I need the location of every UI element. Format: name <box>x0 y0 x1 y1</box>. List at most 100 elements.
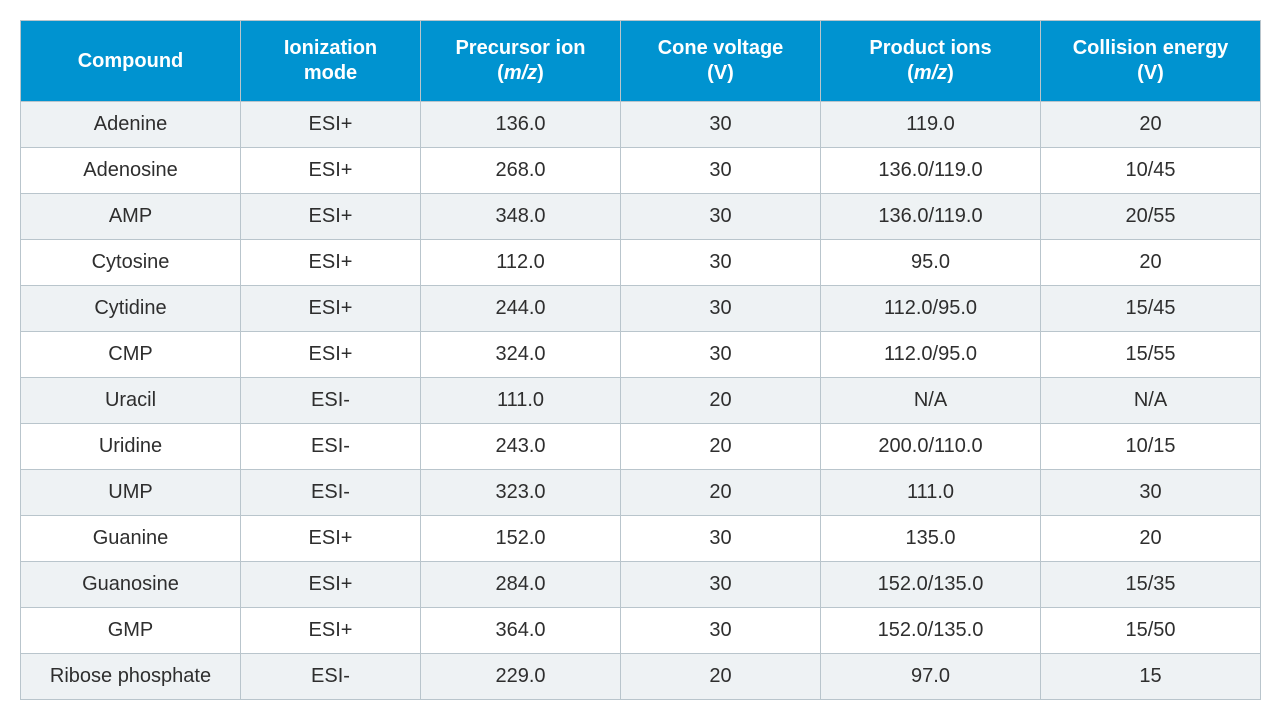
cell-4-0: Cytidine <box>21 286 241 332</box>
cell-1-4: 136.0/119.0 <box>821 148 1041 194</box>
cell-9-1: ESI+ <box>241 516 421 562</box>
cell-3-1: ESI+ <box>241 240 421 286</box>
cell-6-2: 111.0 <box>421 378 621 424</box>
cell-8-3: 20 <box>621 470 821 516</box>
cell-12-2: 229.0 <box>421 654 621 700</box>
cell-12-3: 20 <box>621 654 821 700</box>
cell-12-5: 15 <box>1041 654 1261 700</box>
table-row: CytidineESI+244.030112.0/95.015/45 <box>21 286 1261 332</box>
cell-5-4: 112.0/95.0 <box>821 332 1041 378</box>
cell-8-0: UMP <box>21 470 241 516</box>
table-row: AdenineESI+136.030119.020 <box>21 102 1261 148</box>
col-header-3: Cone voltage(V) <box>621 21 821 102</box>
cell-8-5: 30 <box>1041 470 1261 516</box>
cell-3-4: 95.0 <box>821 240 1041 286</box>
cell-6-1: ESI- <box>241 378 421 424</box>
cell-9-2: 152.0 <box>421 516 621 562</box>
cell-9-5: 20 <box>1041 516 1261 562</box>
table-row: UracilESI-111.020N/AN/A <box>21 378 1261 424</box>
cell-3-5: 20 <box>1041 240 1261 286</box>
cell-6-3: 20 <box>621 378 821 424</box>
cell-3-3: 30 <box>621 240 821 286</box>
cell-5-2: 324.0 <box>421 332 621 378</box>
cell-2-3: 30 <box>621 194 821 240</box>
table-row: UMPESI-323.020111.030 <box>21 470 1261 516</box>
cell-12-1: ESI- <box>241 654 421 700</box>
cell-11-5: 15/50 <box>1041 608 1261 654</box>
cell-7-4: 200.0/110.0 <box>821 424 1041 470</box>
table-row: CytosineESI+112.03095.020 <box>21 240 1261 286</box>
cell-7-3: 20 <box>621 424 821 470</box>
cell-12-0: Ribose phosphate <box>21 654 241 700</box>
table-header-row: CompoundIonizationmodePrecursor ion(m/z)… <box>21 21 1261 102</box>
col-header-0: Compound <box>21 21 241 102</box>
table-row: UridineESI-243.020200.0/110.010/15 <box>21 424 1261 470</box>
cell-5-0: CMP <box>21 332 241 378</box>
cell-1-2: 268.0 <box>421 148 621 194</box>
table-body: AdenineESI+136.030119.020AdenosineESI+26… <box>21 102 1261 700</box>
cell-11-1: ESI+ <box>241 608 421 654</box>
cell-3-0: Cytosine <box>21 240 241 286</box>
cell-4-2: 244.0 <box>421 286 621 332</box>
cell-1-3: 30 <box>621 148 821 194</box>
cell-0-2: 136.0 <box>421 102 621 148</box>
col-header-4: Product ions(m/z) <box>821 21 1041 102</box>
table-row: Ribose phosphateESI-229.02097.015 <box>21 654 1261 700</box>
col-header-2: Precursor ion(m/z) <box>421 21 621 102</box>
cell-7-2: 243.0 <box>421 424 621 470</box>
cell-2-5: 20/55 <box>1041 194 1261 240</box>
cell-9-4: 135.0 <box>821 516 1041 562</box>
cell-5-5: 15/55 <box>1041 332 1261 378</box>
cell-11-0: GMP <box>21 608 241 654</box>
table-row: GuanosineESI+284.030152.0/135.015/35 <box>21 562 1261 608</box>
cell-12-4: 97.0 <box>821 654 1041 700</box>
table-row: GuanineESI+152.030135.020 <box>21 516 1261 562</box>
cell-11-4: 152.0/135.0 <box>821 608 1041 654</box>
cell-0-3: 30 <box>621 102 821 148</box>
cell-0-5: 20 <box>1041 102 1261 148</box>
cell-0-4: 119.0 <box>821 102 1041 148</box>
cell-11-3: 30 <box>621 608 821 654</box>
cell-7-0: Uridine <box>21 424 241 470</box>
cell-9-3: 30 <box>621 516 821 562</box>
ms-parameters-table: CompoundIonizationmodePrecursor ion(m/z)… <box>20 20 1261 700</box>
cell-4-3: 30 <box>621 286 821 332</box>
cell-1-0: Adenosine <box>21 148 241 194</box>
cell-8-4: 111.0 <box>821 470 1041 516</box>
cell-10-2: 284.0 <box>421 562 621 608</box>
cell-5-3: 30 <box>621 332 821 378</box>
cell-2-4: 136.0/119.0 <box>821 194 1041 240</box>
cell-6-4: N/A <box>821 378 1041 424</box>
cell-1-1: ESI+ <box>241 148 421 194</box>
col-header-1: Ionizationmode <box>241 21 421 102</box>
cell-2-1: ESI+ <box>241 194 421 240</box>
cell-7-1: ESI- <box>241 424 421 470</box>
cell-3-2: 112.0 <box>421 240 621 286</box>
cell-6-0: Uracil <box>21 378 241 424</box>
cell-7-5: 10/15 <box>1041 424 1261 470</box>
cell-1-5: 10/45 <box>1041 148 1261 194</box>
cell-5-1: ESI+ <box>241 332 421 378</box>
cell-0-0: Adenine <box>21 102 241 148</box>
cell-10-3: 30 <box>621 562 821 608</box>
col-header-5: Collision energy(V) <box>1041 21 1261 102</box>
cell-10-4: 152.0/135.0 <box>821 562 1041 608</box>
cell-11-2: 364.0 <box>421 608 621 654</box>
cell-8-1: ESI- <box>241 470 421 516</box>
cell-0-1: ESI+ <box>241 102 421 148</box>
cell-6-5: N/A <box>1041 378 1261 424</box>
cell-4-1: ESI+ <box>241 286 421 332</box>
cell-10-0: Guanosine <box>21 562 241 608</box>
cell-10-5: 15/35 <box>1041 562 1261 608</box>
cell-10-1: ESI+ <box>241 562 421 608</box>
table-row: AdenosineESI+268.030136.0/119.010/45 <box>21 148 1261 194</box>
table-row: CMPESI+324.030112.0/95.015/55 <box>21 332 1261 378</box>
cell-2-0: AMP <box>21 194 241 240</box>
cell-4-5: 15/45 <box>1041 286 1261 332</box>
table-row: GMPESI+364.030152.0/135.015/50 <box>21 608 1261 654</box>
cell-2-2: 348.0 <box>421 194 621 240</box>
cell-8-2: 323.0 <box>421 470 621 516</box>
cell-4-4: 112.0/95.0 <box>821 286 1041 332</box>
cell-9-0: Guanine <box>21 516 241 562</box>
table-row: AMPESI+348.030136.0/119.020/55 <box>21 194 1261 240</box>
